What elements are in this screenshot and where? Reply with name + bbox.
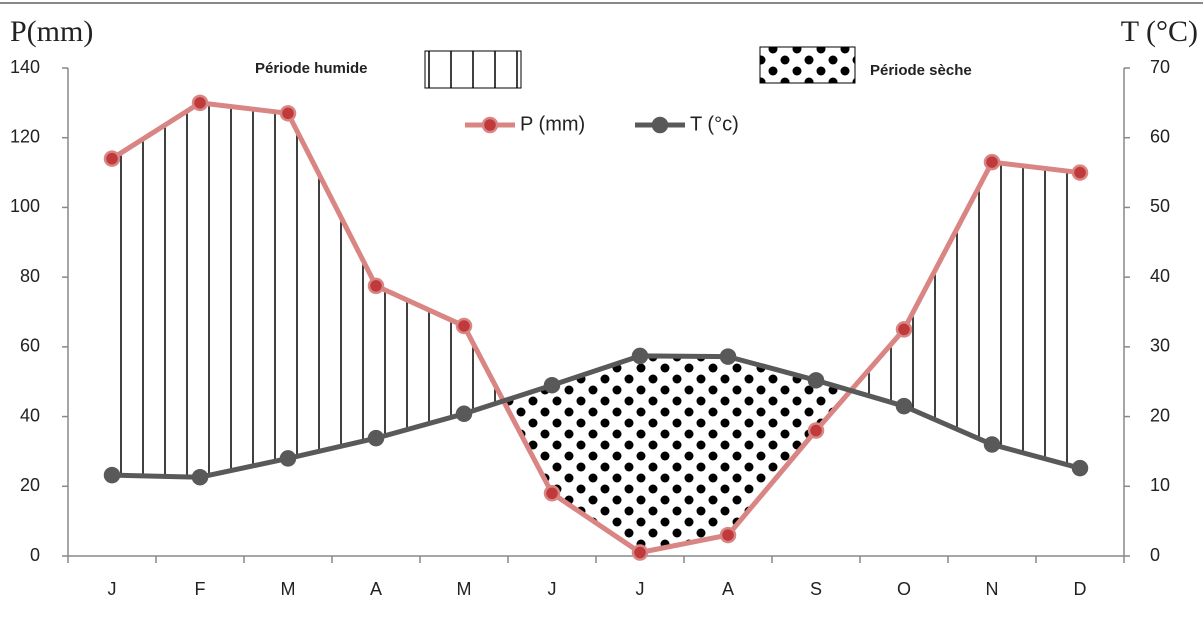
point bbox=[719, 348, 737, 365]
series-line bbox=[110, 100, 1081, 556]
point bbox=[1071, 459, 1089, 477]
series-line bbox=[111, 353, 1081, 480]
humid-label: Période humide bbox=[255, 60, 368, 77]
point bbox=[807, 422, 825, 439]
legend-marker bbox=[651, 116, 669, 134]
legend-marker bbox=[481, 116, 499, 134]
y-tick-label: 0 bbox=[30, 545, 40, 565]
dry-swatch bbox=[759, 46, 856, 84]
y-tick-label: 40 bbox=[20, 405, 40, 425]
x-tick-label: J bbox=[636, 579, 645, 599]
point bbox=[543, 376, 561, 394]
point bbox=[631, 544, 649, 561]
humid-swatch bbox=[424, 50, 522, 89]
legend-label: T (°c) bbox=[690, 113, 739, 135]
point bbox=[807, 372, 825, 389]
y2-tick-label: 70 bbox=[1150, 57, 1170, 77]
point bbox=[103, 150, 121, 167]
y-tick-label: 80 bbox=[20, 266, 40, 286]
y-tick-label: 120 bbox=[10, 126, 40, 146]
x-tick-label: N bbox=[986, 579, 999, 599]
point bbox=[279, 105, 297, 122]
y2-axis-label: T (°C) bbox=[1121, 15, 1198, 48]
point bbox=[895, 397, 913, 415]
y2-tick-label: 40 bbox=[1150, 266, 1170, 286]
point bbox=[631, 347, 649, 365]
point bbox=[983, 436, 1001, 453]
point bbox=[543, 485, 561, 502]
point bbox=[103, 466, 121, 484]
point bbox=[983, 153, 1001, 171]
point bbox=[279, 450, 297, 467]
x-tick-label: F bbox=[195, 579, 206, 599]
y-tick-label: 20 bbox=[20, 475, 40, 495]
point bbox=[719, 526, 737, 544]
y2-tick-label: 10 bbox=[1150, 475, 1170, 495]
y2-tick-label: 60 bbox=[1150, 126, 1170, 146]
dry-label: Période sèche bbox=[870, 62, 972, 79]
x-tick-label: A bbox=[722, 579, 734, 599]
point bbox=[1071, 164, 1089, 181]
x-tick-label: J bbox=[548, 579, 557, 599]
x-tick-label: S bbox=[810, 579, 822, 599]
x-tick-label: M bbox=[457, 579, 472, 599]
point bbox=[367, 429, 385, 447]
point bbox=[191, 468, 209, 486]
legend-label: P (mm) bbox=[520, 113, 585, 135]
y2-tick-label: 20 bbox=[1150, 405, 1170, 425]
point bbox=[455, 405, 473, 423]
point bbox=[895, 321, 913, 338]
y2-tick-label: 30 bbox=[1150, 336, 1170, 356]
point bbox=[367, 277, 385, 295]
y2-tick-label: 50 bbox=[1150, 196, 1170, 216]
x-tick-label: J bbox=[108, 579, 117, 599]
x-tick-label: M bbox=[281, 579, 296, 599]
x-tick-label: O bbox=[897, 579, 911, 599]
y-tick-label: 100 bbox=[10, 196, 40, 216]
y-tick-label: 140 bbox=[10, 57, 40, 77]
point bbox=[191, 94, 209, 112]
y-axis-label: P(mm) bbox=[10, 15, 93, 48]
y2-tick-label: 0 bbox=[1150, 545, 1160, 565]
point bbox=[455, 317, 473, 335]
y-tick-label: 60 bbox=[20, 336, 40, 356]
x-tick-label: D bbox=[1074, 579, 1087, 599]
x-tick-label: A bbox=[370, 579, 382, 599]
